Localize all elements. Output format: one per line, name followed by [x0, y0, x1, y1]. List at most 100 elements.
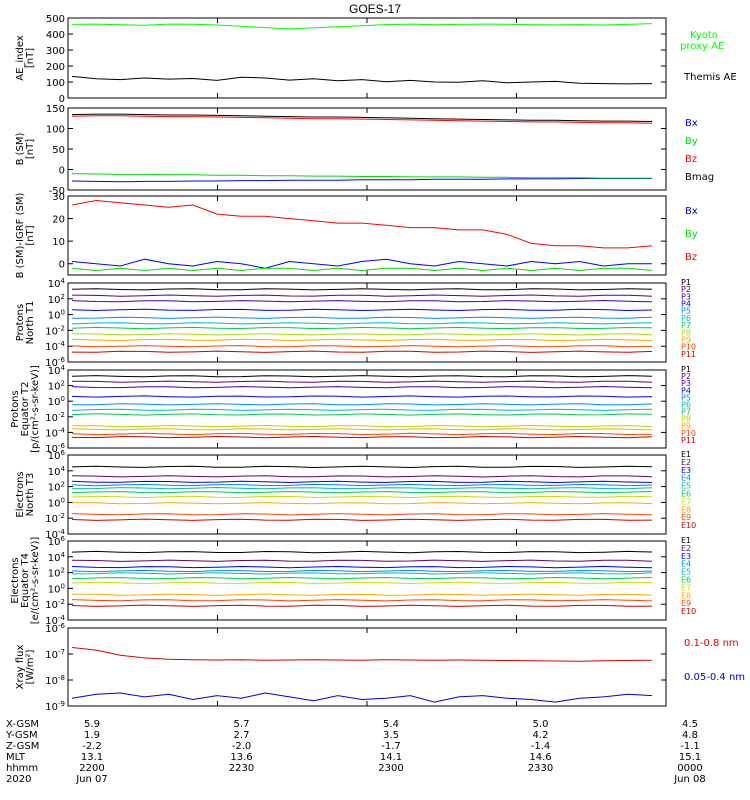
footer-value: Jun 08	[673, 774, 706, 785]
ytick-label-ee: 100	[48, 582, 65, 595]
channel-en-E1	[71, 465, 653, 469]
series-bdiff-1	[71, 267, 653, 272]
ytick-label-ae: 200	[46, 62, 65, 73]
legend-pe-P11: P11	[681, 436, 696, 445]
ylabel-pe: [p/(cm²-s-sr-keV)]	[30, 365, 41, 453]
footer-value: 14.1	[380, 752, 402, 763]
ylabel-en: Electrons	[15, 471, 26, 517]
ytick-label-bsm: -50	[49, 186, 65, 197]
ylabel-ae: AE_index	[15, 35, 26, 81]
footer-row-label: X-GSM	[6, 719, 39, 730]
channel-pe-P9	[71, 428, 653, 431]
ylabel-pe: Protons	[10, 390, 21, 427]
legend-ae-0-a: Kyoto	[690, 30, 718, 41]
channel-pe-P4	[71, 395, 653, 398]
footer-value: 1.9	[84, 730, 100, 741]
legend-ee-E7: E7	[681, 583, 691, 592]
legend-ee-E8: E8	[681, 591, 691, 600]
channel-pn-P5	[71, 316, 653, 319]
footer-row-label: 2020	[6, 774, 31, 785]
ylabel-xray: Xray flux	[15, 645, 26, 690]
footer-value: 4.8	[682, 730, 698, 741]
ytick-label-bsm: 150	[46, 104, 65, 115]
channel-ee-E4	[71, 569, 653, 573]
channel-pe-P11	[71, 435, 653, 439]
footer-row-label: MLT	[6, 752, 26, 763]
legend-pn-P5: P5	[681, 307, 691, 316]
panel-frame-ae	[67, 17, 667, 99]
ytick-label-pe: 104	[48, 364, 66, 377]
ytick-label-ae: 500	[46, 14, 65, 25]
legend-ae-0-b: proxy AE	[680, 41, 724, 52]
channel-en-E9	[71, 513, 653, 516]
footer-value: 0000	[677, 763, 702, 774]
channel-pe-P7	[71, 413, 653, 416]
legend-xray-1: 0.05-0.4 nm	[684, 672, 745, 683]
legend-pe-P3: P3	[681, 379, 691, 388]
ytick-label-bsm: 50	[52, 145, 65, 156]
footer-value: 4.2	[533, 730, 549, 741]
channel-en-E6	[71, 490, 653, 494]
channel-pn-P8	[72, 333, 653, 336]
footer-row-label: Z-GSM	[6, 741, 39, 752]
ytick-label-pn: 10-6	[45, 356, 65, 369]
legend-pn-P7: P7	[681, 321, 691, 330]
ytick-label-en: 102	[48, 481, 65, 494]
ylabel-ee: Equator T4	[20, 553, 31, 608]
channel-pn-P7	[71, 326, 653, 330]
legend-pn-P3: P3	[681, 292, 691, 301]
footer-value: 2230	[229, 763, 254, 774]
series-xray-1	[71, 692, 653, 703]
ytick-label-bdiff: 10	[52, 237, 65, 248]
legend-bsm-2: Bz	[685, 154, 697, 165]
series-bdiff-0	[71, 258, 652, 269]
footer-value: 3.5	[383, 730, 399, 741]
legend-ee-E5: E5	[681, 568, 691, 577]
ytick-label-en: 104	[48, 465, 66, 478]
footer-value: -2.2	[82, 741, 102, 752]
channel-en-E10	[71, 518, 653, 521]
series-bdiff-2	[71, 199, 653, 249]
series-bsm-0	[71, 178, 652, 183]
channel-pn-P11	[71, 350, 653, 353]
legend-pn-P8: P8	[681, 328, 691, 337]
ytick-label-pn: 10-4	[45, 340, 65, 353]
legend-pe-P6: P6	[681, 400, 691, 409]
legend-pn-P9: P9	[681, 335, 691, 344]
footer-value: 5.0	[533, 719, 549, 730]
footer-value: -1.1	[680, 741, 700, 752]
ytick-label-pe: 102	[48, 380, 65, 393]
legend-pe-P2: P2	[681, 372, 691, 381]
channel-pn-P2	[71, 294, 653, 297]
legend-ee-E10: E10	[681, 607, 696, 616]
footer-value: 2330	[528, 763, 553, 774]
channel-en-E7	[71, 495, 653, 499]
channel-en-E2	[71, 475, 653, 478]
legend-en-E4: E4	[681, 474, 691, 483]
ylabel-en: North T3	[25, 473, 36, 517]
ytick-label-bdiff: 20	[52, 215, 65, 226]
ylabel-ae: [nT]	[25, 48, 36, 68]
footer-value: 13.1	[81, 752, 103, 763]
footer-value: 5.4	[383, 719, 399, 730]
channel-ee-E6	[71, 576, 653, 580]
legend-bsm-3: Bmag	[685, 172, 714, 183]
ylabel-ee: Electrons	[10, 557, 21, 603]
ytick-label-en: 10-2	[45, 512, 65, 525]
channel-ee-E1	[71, 550, 653, 554]
legend-xray-0: 0.1-0.8 nm	[684, 638, 739, 649]
ylabel-pe: Equator T2	[20, 382, 31, 437]
ylabel-ee: [e/(cm²-s-sr-keV)]	[30, 537, 41, 625]
legend-pe-P7: P7	[681, 408, 691, 417]
channel-pe-P2	[71, 380, 653, 383]
channel-pe-P6	[71, 408, 653, 411]
legend-pe-P8: P8	[681, 415, 691, 424]
ytick-label-ee: 106	[48, 535, 66, 548]
ytick-label-xray: 10-6	[45, 622, 65, 635]
footer-value: 2200	[79, 763, 104, 774]
legend-ee-E6: E6	[681, 576, 691, 585]
legend-pn-P10: P10	[681, 343, 696, 352]
channel-pe-P10	[71, 432, 653, 436]
legend-en-E9: E9	[681, 513, 691, 522]
